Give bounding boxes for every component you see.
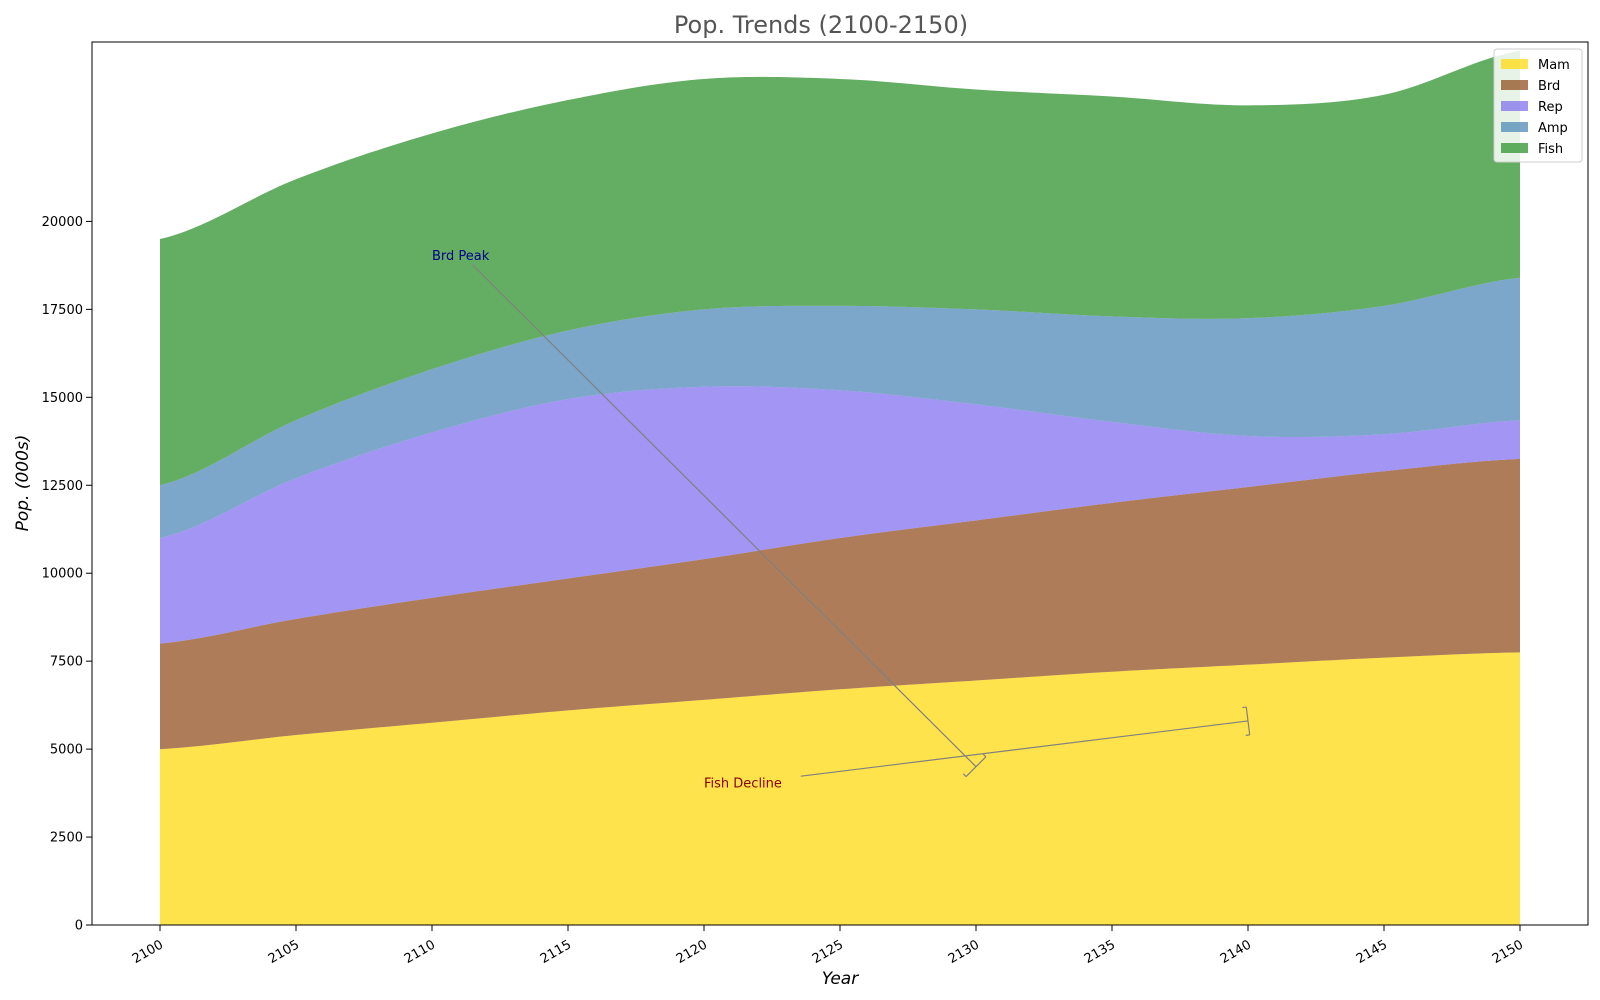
y-tick-label: 5000 [50,743,83,758]
x-tick-label: 2145 [1354,937,1390,967]
annotations: Brd Peak Fish Decline [432,249,1251,792]
area-amp [160,277,1520,539]
y-axis-label: Pop. (000s) [13,435,33,532]
legend-label-rep: Rep [1538,100,1563,115]
x-axis-label: Year [822,969,859,989]
legend-label-mam: Mam [1538,58,1570,73]
y-tick-label: 17500 [42,303,83,318]
y-tick-label: 2500 [50,831,83,846]
y-tick-label: 12500 [42,479,83,494]
legend: Mam Brd Rep Amp Fish [1493,48,1583,163]
legend-label-amp: Amp [1538,121,1568,136]
x-tick-label: 2135 [1082,937,1118,967]
area-mam [160,652,1520,925]
annotation-label: Brd Peak [432,249,490,264]
y-tick-label: 10000 [42,567,83,582]
x-tick-label: 2105 [266,937,302,967]
y-tick-label: 0 [75,919,83,934]
legend-box [1493,48,1583,163]
legend-label-fish: Fish [1538,142,1563,157]
x-tick-label: 2140 [1218,937,1254,967]
x-tick-label: 2130 [946,937,982,967]
y-axis: 0 2500 5000 7500 10000 12500 15000 17500 20000 [42,215,92,934]
annotation-bracket-end [982,753,987,758]
legend-swatch-mam [1501,59,1528,69]
x-axis: 2100 2105 2110 2115 2120 2125 2130 2135 2140 2145… [130,925,1526,967]
chart-title: Pop. Trends (2100-2150) [674,11,968,39]
x-tick-label: 2150 [1490,937,1526,967]
x-tick-label: 2120 [674,937,710,967]
y-tick-label: 7500 [50,655,83,670]
legend-swatch-fish [1501,143,1528,153]
annotation-arrow [471,264,977,768]
x-tick-label: 2110 [402,937,438,967]
annotation-arrow [800,720,1249,777]
legend-label-brd: Brd [1538,79,1560,94]
annotation-label: Fish Decline [704,777,782,792]
legend-swatch-brd [1501,80,1528,90]
y-tick-label: 20000 [42,215,83,230]
x-tick-label: 2115 [538,937,574,967]
legend-swatch-rep [1501,101,1528,111]
area-rep [160,386,1520,644]
y-tick-label: 15000 [42,391,83,406]
x-tick-label: 2100 [130,937,166,967]
area-fish [160,50,1520,486]
x-tick-label: 2125 [810,937,846,967]
legend-swatch-amp [1501,122,1528,132]
annotation-bracket [965,756,987,778]
annotation-bracket [1245,706,1251,735]
area-brd [160,458,1520,750]
annotation-bracket-end [962,773,967,778]
stacked-areas [160,50,1520,925]
